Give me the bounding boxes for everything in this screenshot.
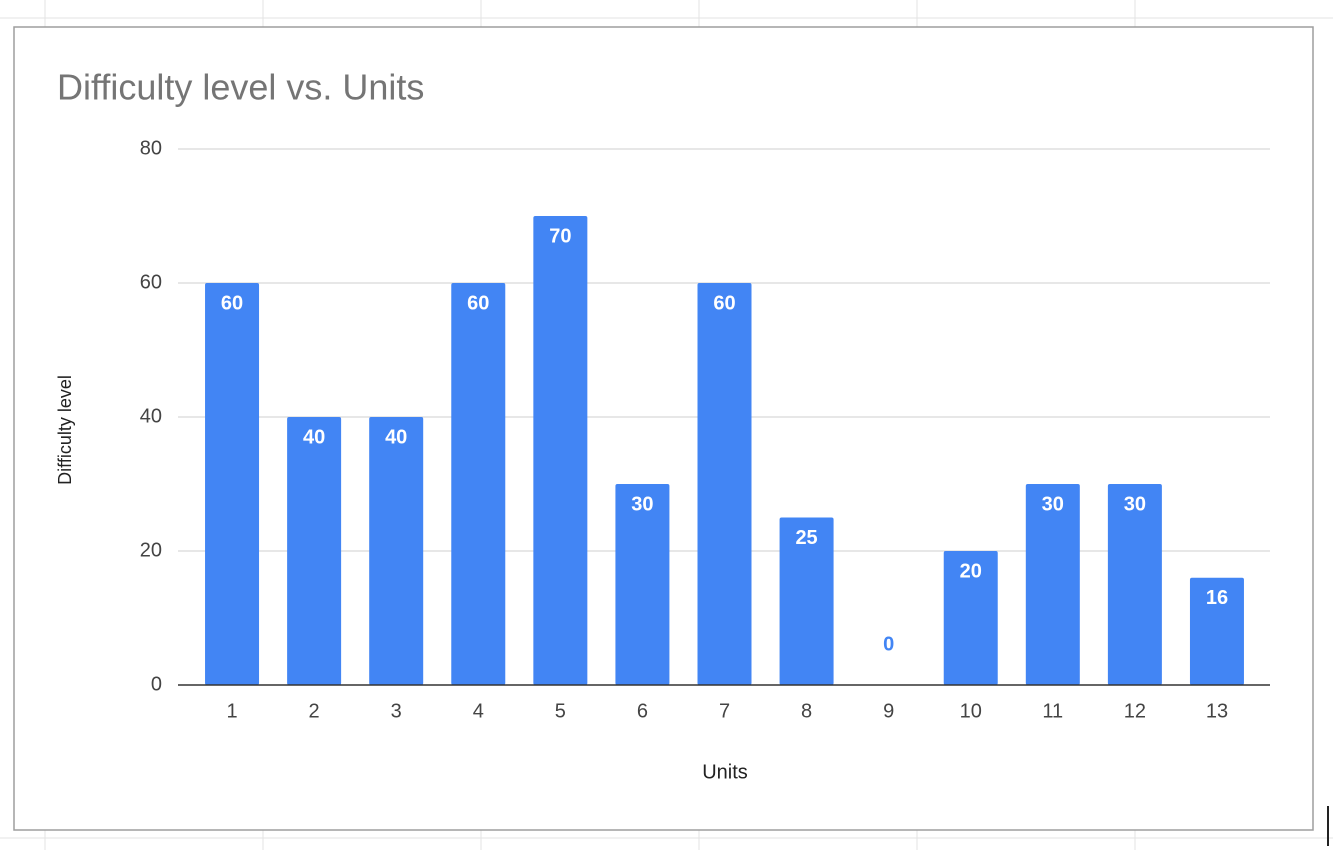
bar xyxy=(1025,484,1080,685)
value-label: 70 xyxy=(549,225,571,247)
y-tick-label: 80 xyxy=(140,137,162,159)
bar xyxy=(205,283,260,685)
y-tick-label: 40 xyxy=(140,405,162,427)
y-tick-label: 0 xyxy=(151,673,162,695)
x-tick-label: 3 xyxy=(391,700,402,722)
x-tick-label: 12 xyxy=(1124,700,1146,722)
value-label: 40 xyxy=(303,426,325,448)
x-tick-label: 9 xyxy=(883,700,894,722)
x-tick-label: 4 xyxy=(473,700,484,722)
value-label: 30 xyxy=(1042,493,1064,515)
value-label: 16 xyxy=(1206,587,1228,609)
x-tick-label: 8 xyxy=(801,700,812,722)
x-tick-label: 6 xyxy=(637,700,648,722)
x-tick-label: 11 xyxy=(1042,700,1063,722)
bar xyxy=(943,551,998,685)
bar xyxy=(697,283,752,685)
value-label: 40 xyxy=(385,426,407,448)
value-label: 20 xyxy=(960,560,982,582)
value-label: 25 xyxy=(795,527,817,549)
bar xyxy=(779,517,834,685)
bar xyxy=(369,417,424,685)
bar xyxy=(287,417,342,685)
bar xyxy=(1107,484,1162,685)
x-tick-label: 13 xyxy=(1206,700,1228,722)
chart-title: Difficulty level vs. Units xyxy=(57,67,424,108)
value-label: 30 xyxy=(1124,493,1146,515)
bar xyxy=(1189,577,1244,685)
x-tick-label: 7 xyxy=(719,700,730,722)
value-label: 60 xyxy=(713,292,735,314)
y-tick-label: 60 xyxy=(140,271,162,293)
value-label: 60 xyxy=(221,292,243,314)
y-axis-label: Difficulty level xyxy=(55,375,75,485)
x-tick-label: 1 xyxy=(226,700,237,722)
bar xyxy=(533,216,588,685)
x-axis-label: Units xyxy=(702,761,748,783)
value-label: 30 xyxy=(631,493,653,515)
plot-area: 0 20 40 60 80 1 60 2 40 3 40 4 60 5 70 6 30 7 60 8 25 9 0 10 20 1… xyxy=(140,137,1270,722)
x-tick-label: 5 xyxy=(555,700,566,722)
x-tick-label: 2 xyxy=(309,700,320,722)
y-tick-label: 20 xyxy=(140,539,162,561)
x-tick-label: 10 xyxy=(960,700,982,722)
bar xyxy=(451,283,506,685)
value-label: 0 xyxy=(883,633,894,655)
value-label: 60 xyxy=(467,292,489,314)
bar xyxy=(615,484,670,685)
